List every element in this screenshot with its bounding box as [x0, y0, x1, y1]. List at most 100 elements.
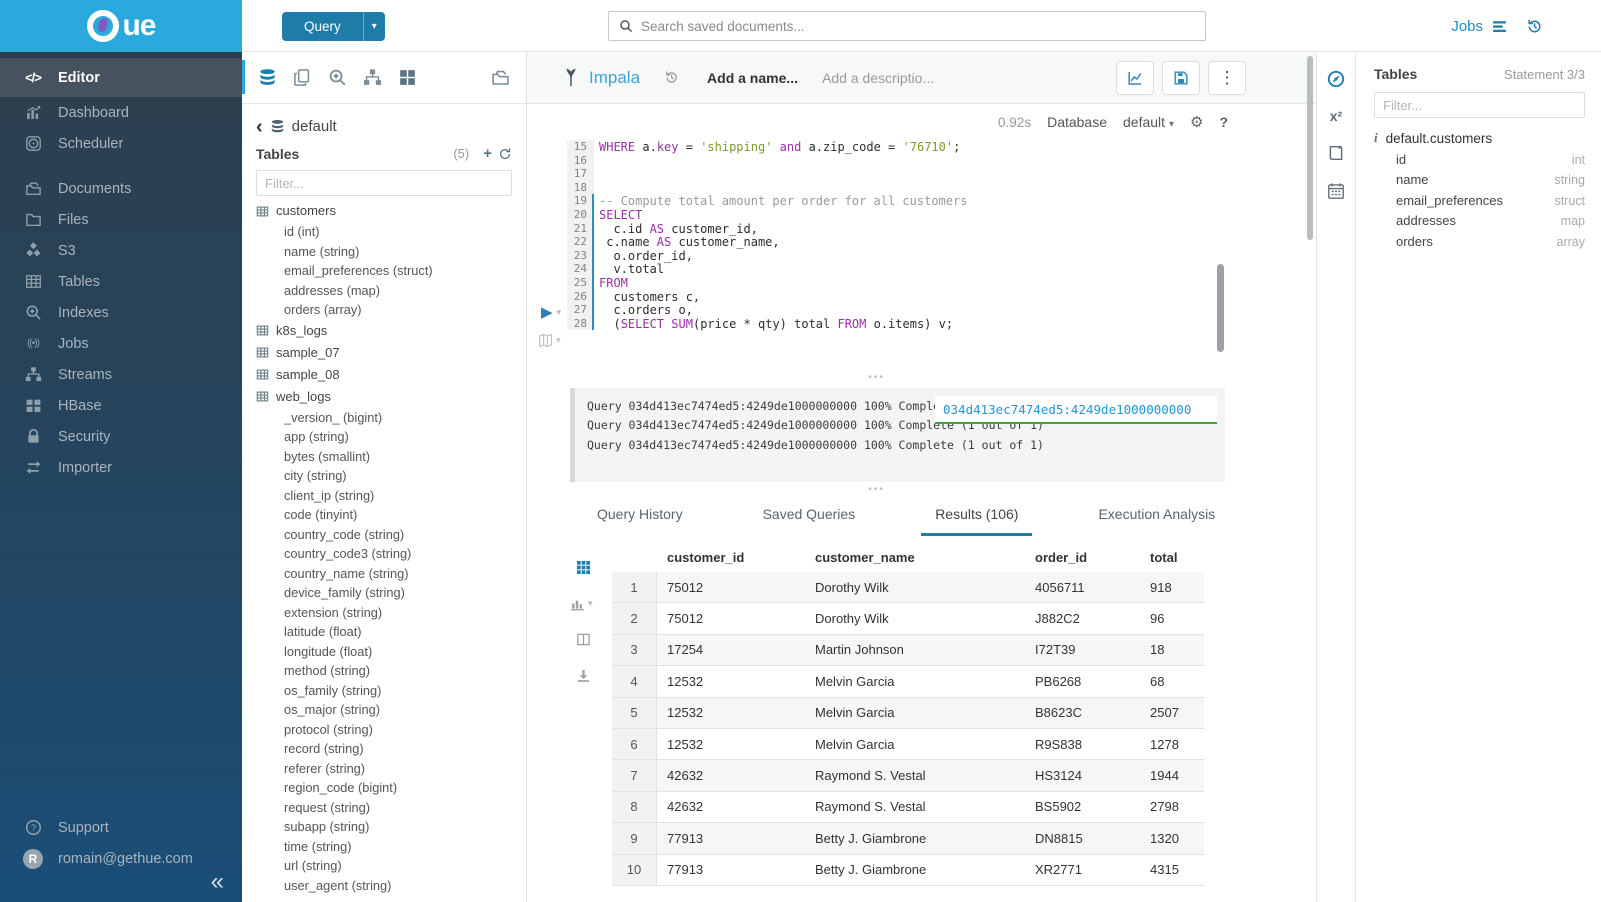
code-line[interactable]: 16: [567, 153, 967, 168]
list-item[interactable]: email_preferences (struct): [256, 261, 526, 281]
table-row[interactable]: 6 12532 Melvin Garcia R9S838 1278: [612, 728, 1204, 761]
breadcrumb[interactable]: default: [291, 118, 337, 135]
tab[interactable]: Results (106): [921, 498, 1033, 536]
list-item[interactable]: user_agent (string): [256, 876, 526, 896]
sidebar-item[interactable]: Streams: [0, 359, 242, 390]
column-row[interactable]: orders array: [1374, 232, 1585, 252]
table-row[interactable]: 8 42632 Raymond S. Vestal BS5902 2798: [612, 791, 1204, 824]
hue-logo[interactable]: ue: [0, 0, 242, 52]
editor-assistant-icon[interactable]: [1327, 70, 1345, 88]
column-row[interactable]: addresses map: [1374, 211, 1585, 231]
table-row[interactable]: 5 12532 Melvin Garcia B8623C 2507: [612, 697, 1204, 729]
code-line[interactable]: 20 SELECT: [567, 207, 967, 222]
list-item[interactable]: record (string): [256, 739, 526, 759]
new-query-button[interactable]: Query ▾: [282, 12, 385, 41]
column-row[interactable]: id int: [1374, 150, 1585, 170]
column-header[interactable]: order_id: [1035, 549, 1088, 565]
language-reference-icon[interactable]: [1327, 144, 1345, 162]
sidebar-item[interactable]: Security: [0, 421, 242, 452]
list-item[interactable]: country_code3 (string): [256, 544, 526, 564]
sidebar-item[interactable]: Tables: [0, 266, 242, 297]
list-item[interactable]: latitude (float): [256, 622, 526, 642]
list-item[interactable]: country_name (string): [256, 564, 526, 584]
more-actions-button[interactable]: ⋮: [1208, 61, 1246, 95]
query-description-field[interactable]: Add a descriptio...: [822, 69, 935, 86]
table-row[interactable]: 3 17254 Martin Johnson I72T39 18: [612, 634, 1204, 667]
sidebar-item[interactable]: Scheduler: [0, 128, 242, 159]
list-item[interactable]: os_family (string): [256, 681, 526, 701]
sidebar-footer-item[interactable]: ? Support: [0, 812, 242, 843]
list-item[interactable]: request (string): [256, 798, 526, 818]
database-select[interactable]: default ▾: [1123, 114, 1174, 130]
search-input[interactable]: [641, 18, 1195, 34]
code-line[interactable]: 23 o.order_id,: [567, 248, 967, 263]
list-item[interactable]: time (string): [256, 837, 526, 857]
sidebar-item[interactable]: S3: [0, 235, 242, 266]
list-item[interactable]: name (string): [256, 242, 526, 262]
apps-assist-icon[interactable]: [398, 68, 417, 87]
columns-icon[interactable]: [570, 632, 596, 647]
list-item[interactable]: os_major (string): [256, 700, 526, 720]
sidebar-item[interactable]: Documents: [0, 173, 242, 204]
gear-icon[interactable]: ⚙: [1189, 114, 1204, 131]
sidebar-item[interactable]: </> Editor: [0, 58, 242, 97]
list-item[interactable]: app (string): [256, 427, 526, 447]
list-item[interactable]: id (int): [256, 222, 526, 242]
main-scrollbar[interactable]: [1307, 56, 1313, 240]
code-line[interactable]: 26 customers c,: [567, 289, 967, 304]
table-row[interactable]: 7 42632 Raymond S. Vestal HS3124 1944: [612, 760, 1204, 792]
list-item[interactable]: country_code (string): [256, 525, 526, 545]
tab[interactable]: Execution Analysis: [1098, 506, 1216, 522]
table-row[interactable]: 10 77913 Betty J. Giambrone XR2771 4315: [612, 854, 1204, 886]
back-chevron-icon[interactable]: ‹: [256, 115, 263, 138]
table-row[interactable]: 2 75012 Dorothy Wilk J882C2 96: [612, 603, 1204, 635]
sidebar-item[interactable]: Importer: [0, 452, 242, 483]
list-item[interactable]: web_logs: [256, 386, 526, 408]
new-query-label[interactable]: Query: [304, 19, 341, 34]
solr-assist-icon[interactable]: [328, 68, 347, 87]
sidebar-item[interactable]: Files: [0, 204, 242, 235]
list-item[interactable]: _version_ (bigint): [256, 408, 526, 428]
list-item[interactable]: region_code (bigint): [256, 778, 526, 798]
functions-icon[interactable]: x²: [1329, 108, 1343, 124]
add-table-icon[interactable]: +: [483, 145, 492, 162]
sql-assist-icon[interactable]: [258, 68, 277, 87]
column-header[interactable]: customer_id: [667, 549, 745, 565]
code-line[interactable]: 22 c.name AS customer_name,: [567, 235, 967, 249]
table-row[interactable]: 4 12532 Melvin Garcia PB6268 68: [612, 666, 1204, 698]
engine-name[interactable]: Impala: [589, 67, 641, 87]
download-icon[interactable]: [570, 668, 596, 683]
sidebar-item[interactable]: ((•)) Jobs: [0, 328, 242, 359]
list-item[interactable]: url (string): [256, 856, 526, 876]
sidebar-item[interactable]: Indexes: [0, 297, 242, 328]
table-row[interactable]: 1 75012 Dorothy Wilk 4056711 918: [612, 572, 1204, 604]
column-header[interactable]: total: [1150, 549, 1178, 565]
table-filter-input[interactable]: [256, 170, 512, 196]
list-item[interactable]: longitude (float): [256, 642, 526, 662]
column-row[interactable]: email_preferences struct: [1374, 191, 1585, 211]
chart-button[interactable]: [1116, 61, 1154, 95]
save-button[interactable]: [1162, 61, 1200, 95]
code-line[interactable]: 27 c.orders o,: [567, 303, 967, 317]
editor-scrollbar[interactable]: [1217, 264, 1224, 352]
code-line[interactable]: 19 -- Compute total amount per order for…: [567, 194, 967, 208]
code-line[interactable]: 24 v.total: [567, 262, 967, 276]
schedule-icon[interactable]: [1327, 182, 1345, 200]
tab[interactable]: Query History: [597, 506, 683, 522]
list-item[interactable]: bytes (smallint): [256, 447, 526, 467]
hdfs-assist-icon[interactable]: [363, 68, 382, 87]
list-item[interactable]: code (tinyint): [256, 505, 526, 525]
list-item[interactable]: customers: [256, 200, 526, 222]
execute-button[interactable]: ▶ ▾: [541, 303, 561, 321]
code-editor[interactable]: ▶ ▾ ▾ 15 WHERE a.key = 'shipping' and a.z…: [527, 140, 1316, 390]
list-item[interactable]: city (string): [256, 466, 526, 486]
sidebar-item[interactable]: Dashboard: [0, 97, 242, 128]
code-line[interactable]: 18: [567, 180, 967, 195]
list-item[interactable]: method (string): [256, 661, 526, 681]
grid-view-icon[interactable]: [570, 560, 596, 575]
list-item[interactable]: sample_08: [256, 364, 526, 386]
sidebar-footer-item[interactable]: R romain@gethue.com: [0, 843, 242, 874]
help-icon[interactable]: ?: [1219, 114, 1228, 130]
code-line[interactable]: 15 WHERE a.key = 'shipping' and a.zip_co…: [567, 140, 967, 154]
chart-view-button[interactable]: ▾: [570, 596, 596, 611]
